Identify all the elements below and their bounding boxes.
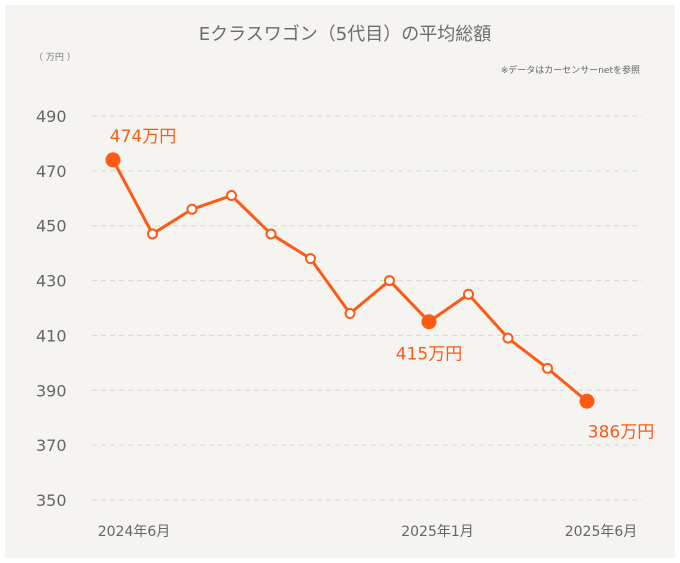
data-point (463, 288, 474, 300)
source-note: ※データはカーセンサーnetを参照 (501, 64, 640, 76)
data-label: 386万円 (588, 422, 654, 442)
y-tick-label: 430 (36, 272, 67, 291)
x-tick-label: 2025年6月 (565, 524, 638, 540)
data-point (384, 275, 395, 287)
y-tick-label: 470 (36, 162, 67, 181)
data-label: 415万円 (396, 345, 462, 365)
data-point (305, 253, 316, 265)
highlight-point (579, 393, 595, 409)
x-tick-label: 2024年6月 (98, 524, 171, 540)
y-tick-label: 390 (36, 381, 67, 400)
y-tick-label: 350 (36, 491, 67, 510)
data-point (265, 228, 277, 240)
data-point (226, 190, 237, 202)
chart-title: Eクラスワゴン（5代目）の平均総額 (199, 24, 491, 45)
y-tick-label: 490 (36, 107, 67, 126)
data-point (542, 362, 553, 374)
data-point (502, 332, 514, 344)
data-label: 474万円 (110, 127, 176, 147)
data-point (344, 307, 356, 319)
y-tick-label: 370 (36, 436, 67, 455)
highlight-point (105, 152, 121, 168)
chart-frame (5, 5, 675, 558)
y-tick-label: 410 (36, 326, 67, 345)
data-point (147, 228, 158, 240)
highlight-point (421, 314, 437, 330)
data-point (186, 203, 198, 215)
unit-label: （ 万円 ） (34, 52, 76, 63)
y-tick-label: 450 (36, 217, 67, 236)
x-tick-label: 2025年1月 (401, 524, 474, 540)
